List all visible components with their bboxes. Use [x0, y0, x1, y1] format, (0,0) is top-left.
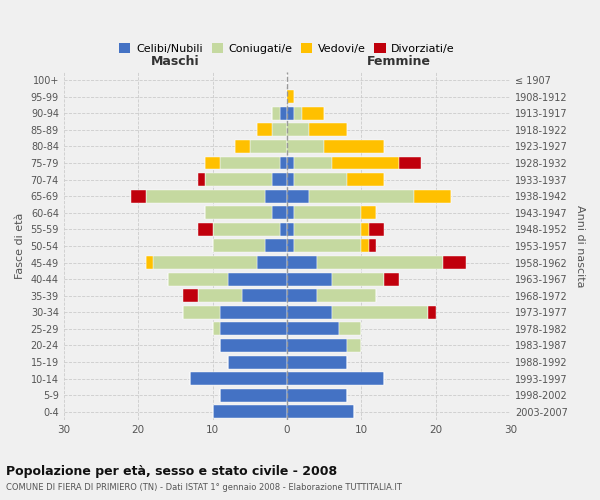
Bar: [398, 156, 421, 170]
Bar: [287, 223, 295, 236]
Bar: [317, 290, 376, 302]
Bar: [183, 306, 220, 319]
Bar: [257, 256, 287, 269]
Bar: [190, 372, 287, 385]
Y-axis label: Fasce di età: Fasce di età: [15, 213, 25, 279]
Bar: [183, 290, 198, 302]
Bar: [302, 107, 324, 120]
Bar: [212, 406, 287, 418]
Bar: [287, 356, 347, 368]
Bar: [287, 322, 339, 336]
Bar: [250, 140, 287, 153]
Bar: [265, 190, 287, 202]
Bar: [295, 206, 361, 220]
Bar: [347, 339, 361, 352]
Bar: [227, 272, 287, 285]
Bar: [220, 322, 287, 336]
Bar: [220, 389, 287, 402]
Bar: [361, 223, 369, 236]
Bar: [146, 256, 153, 269]
Bar: [131, 190, 146, 202]
Bar: [198, 173, 205, 186]
Bar: [287, 190, 310, 202]
Bar: [220, 156, 280, 170]
Bar: [212, 240, 265, 252]
Y-axis label: Anni di nascita: Anni di nascita: [575, 204, 585, 287]
Bar: [347, 173, 384, 186]
Bar: [287, 389, 347, 402]
Bar: [287, 406, 354, 418]
Bar: [287, 107, 295, 120]
Bar: [295, 223, 361, 236]
Bar: [242, 290, 287, 302]
Bar: [369, 240, 376, 252]
Bar: [332, 272, 384, 285]
Bar: [235, 140, 250, 153]
Bar: [280, 156, 287, 170]
Bar: [287, 306, 332, 319]
Bar: [332, 156, 398, 170]
Bar: [287, 372, 384, 385]
Bar: [295, 240, 361, 252]
Legend: Celibi/Nubili, Coniugati/e, Vedovi/e, Divorziati/e: Celibi/Nubili, Coniugati/e, Vedovi/e, Di…: [115, 39, 459, 58]
Bar: [443, 256, 466, 269]
Bar: [287, 240, 295, 252]
Bar: [212, 322, 220, 336]
Bar: [287, 124, 310, 136]
Bar: [287, 272, 332, 285]
Bar: [369, 223, 384, 236]
Bar: [272, 107, 280, 120]
Bar: [287, 140, 324, 153]
Bar: [198, 290, 242, 302]
Bar: [310, 190, 413, 202]
Bar: [384, 272, 398, 285]
Bar: [361, 240, 369, 252]
Bar: [428, 306, 436, 319]
Bar: [295, 107, 302, 120]
Bar: [317, 256, 443, 269]
Text: COMUNE DI FIERA DI PRIMIERO (TN) - Dati ISTAT 1° gennaio 2008 - Elaborazione TUT: COMUNE DI FIERA DI PRIMIERO (TN) - Dati …: [6, 482, 402, 492]
Bar: [287, 256, 317, 269]
Bar: [361, 206, 376, 220]
Bar: [220, 306, 287, 319]
Bar: [413, 190, 451, 202]
Bar: [295, 173, 347, 186]
Bar: [324, 140, 384, 153]
Bar: [310, 124, 347, 136]
Bar: [295, 156, 332, 170]
Bar: [280, 107, 287, 120]
Text: Popolazione per età, sesso e stato civile - 2008: Popolazione per età, sesso e stato civil…: [6, 465, 337, 478]
Bar: [212, 223, 280, 236]
Text: Maschi: Maschi: [151, 56, 200, 68]
Bar: [272, 206, 287, 220]
Bar: [272, 124, 287, 136]
Bar: [168, 272, 227, 285]
Bar: [198, 223, 212, 236]
Text: Femmine: Femmine: [367, 56, 431, 68]
Bar: [265, 240, 287, 252]
Bar: [280, 223, 287, 236]
Bar: [332, 306, 428, 319]
Bar: [257, 124, 272, 136]
Bar: [287, 173, 295, 186]
Bar: [205, 206, 272, 220]
Bar: [272, 173, 287, 186]
Bar: [287, 290, 317, 302]
Bar: [146, 190, 265, 202]
Bar: [287, 206, 295, 220]
Bar: [339, 322, 361, 336]
Bar: [287, 339, 347, 352]
Bar: [227, 356, 287, 368]
Bar: [287, 90, 295, 103]
Bar: [220, 339, 287, 352]
Bar: [205, 173, 272, 186]
Bar: [287, 156, 295, 170]
Bar: [205, 156, 220, 170]
Bar: [153, 256, 257, 269]
